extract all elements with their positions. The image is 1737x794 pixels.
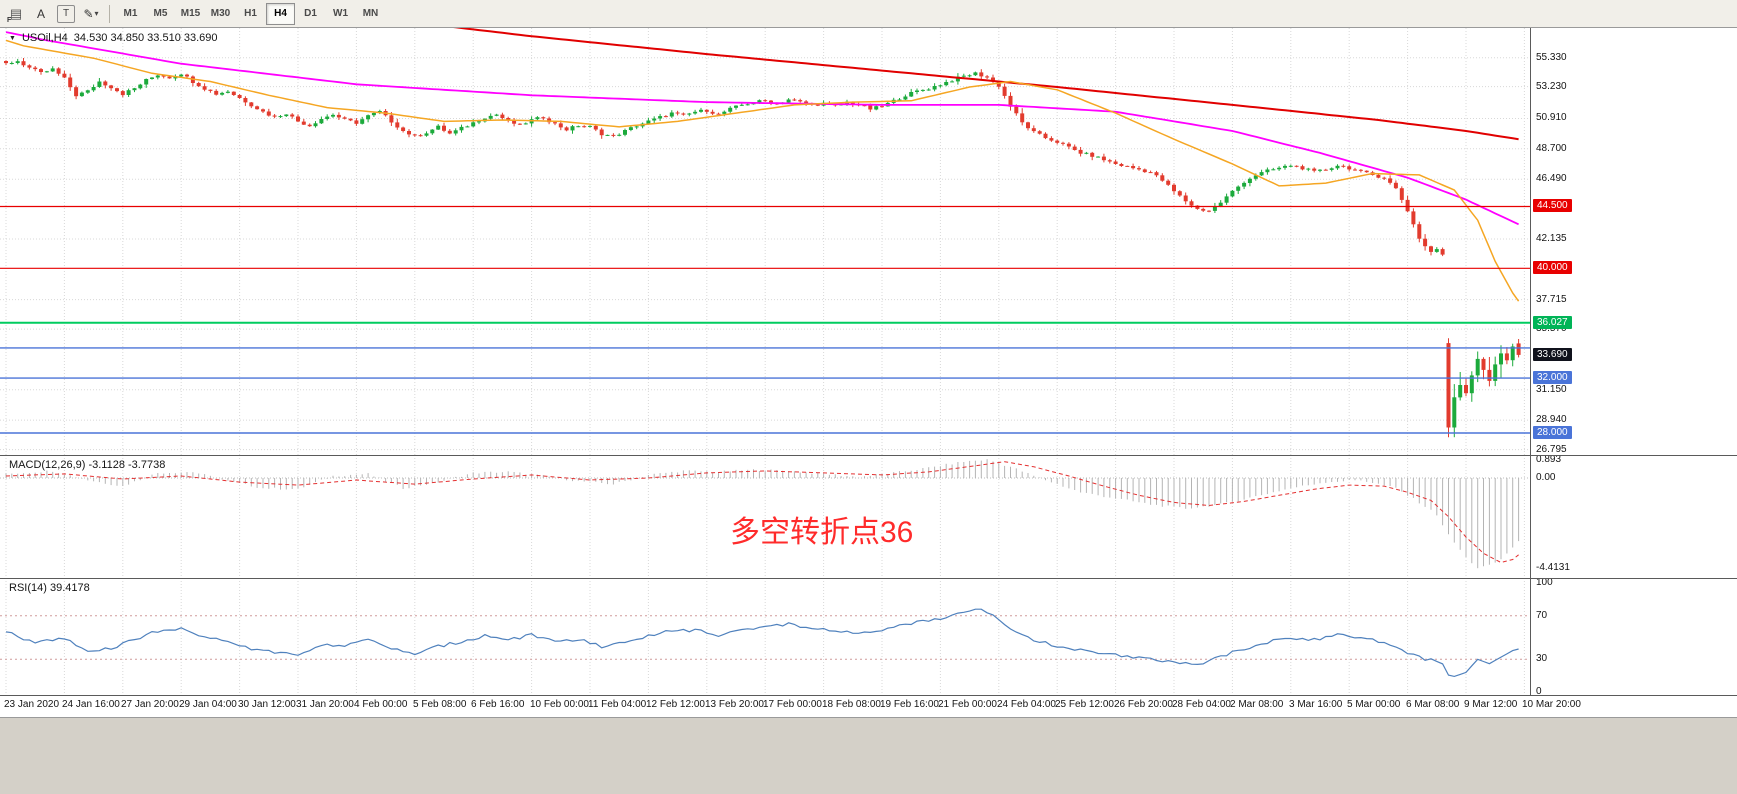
ohlc-values: 34.530 34.850 33.510 33.690	[73, 32, 218, 44]
macd-label: MACD(12,26,9) -3.1128 -3.7738	[9, 459, 166, 471]
time-axis-label: 10 Mar 20:00	[1522, 699, 1581, 710]
time-axis-label: 12 Feb 12:00	[646, 699, 705, 710]
text-label-tool-button[interactable]: T	[57, 4, 75, 23]
pane-splitter[interactable]	[0, 578, 1737, 579]
pencil-icon: ✎	[83, 6, 94, 21]
price-tick-label: 50.910	[1536, 112, 1567, 123]
price-chart-pane[interactable]: ▼ USOil,H4 34.530 34.850 33.510 33.690	[0, 28, 1530, 455]
timeframe-button-w1[interactable]: W1	[333, 8, 348, 19]
price-tick-label: 48.700	[1536, 143, 1567, 154]
price-tick-label: 31.150	[1536, 384, 1567, 395]
macd-scale-label: 0.893	[1536, 454, 1562, 465]
time-axis-label: 6 Mar 08:00	[1406, 699, 1460, 710]
timeframe-button-h4[interactable]: H4	[266, 2, 295, 25]
time-axis-label: 28 Feb 04:00	[1172, 699, 1231, 710]
timeframe-button-m15[interactable]: M15	[180, 8, 201, 19]
time-axis-label: 23 Jan 2020	[4, 699, 60, 710]
time-axis-label: 11 Feb 04:00	[588, 699, 647, 710]
time-axis-label: 2 Mar 08:00	[1230, 699, 1284, 710]
time-axis-label: 26 Feb 20:00	[1114, 699, 1173, 710]
timeframe-button-h1[interactable]: H1	[244, 8, 257, 19]
chart-annotation-text: 多空转折点36	[730, 516, 914, 549]
chart-window-icon[interactable]: ▤ F	[4, 2, 28, 25]
grid-icon-label: F	[7, 17, 12, 24]
time-axis-label: 6 Feb 16:00	[471, 699, 525, 710]
time-axis-label: 21 Feb 00:00	[938, 699, 997, 710]
price-chart-canvas[interactable]	[0, 28, 1530, 455]
macd-canvas[interactable]	[0, 455, 1530, 578]
rsi-scale-label: 30	[1536, 653, 1548, 664]
rsi-scale-label: 0	[1536, 686, 1542, 697]
price-tick-label: 37.715	[1536, 294, 1567, 305]
axis-separator	[0, 695, 1737, 696]
macd-pane[interactable]: MACD(12,26,9) -3.1128 -3.7738 多空转折点36	[0, 455, 1530, 578]
price-tick-label: 55.330	[1536, 52, 1567, 63]
price-line-badge: 32.000	[1533, 371, 1572, 384]
timeframe-group: M1 M5 M15 M30 H1 H4 D1 W1 MN	[116, 2, 385, 25]
time-axis-label: 24 Feb 04:00	[997, 699, 1056, 710]
price-line-badge: 40.000	[1533, 261, 1572, 274]
price-line-badge: 28.000	[1533, 426, 1572, 439]
time-axis[interactable]: 23 Jan 2020 24 Jan 16:00 27 Jan 20:00 29 Ja…	[0, 695, 1737, 717]
timeframe-button-m1[interactable]: M1	[123, 8, 138, 19]
time-axis-label: 31 Jan 20:00	[296, 699, 354, 710]
chart-area: ▼ USOil,H4 34.530 34.850 33.510 33.690 M…	[0, 28, 1737, 717]
price-scale[interactable]: 55.330 53.230 50.910 48.700 46.490 42.135 37.7…	[1530, 28, 1737, 697]
time-axis-label: 25 Feb 12:00	[1055, 699, 1114, 710]
time-axis-label: 30 Jan 12:00	[238, 699, 296, 710]
price-line-badge: 36.027	[1533, 316, 1572, 329]
time-axis-label: 3 Mar 16:00	[1289, 699, 1343, 710]
timeframe-button-mn[interactable]: MN	[362, 8, 379, 19]
price-tick-label: 26.795	[1536, 444, 1567, 455]
macd-scale-label: 0.00	[1536, 472, 1556, 483]
rsi-pane[interactable]: RSI(14) 39.4178	[0, 578, 1530, 695]
time-axis-label: 17 Feb 00:00	[763, 699, 822, 710]
price-tick-label: 42.135	[1536, 233, 1567, 244]
macd-scale-label: -4.4131	[1536, 562, 1570, 573]
time-axis-label: 9 Mar 12:00	[1464, 699, 1518, 710]
rsi-scale-label: 100	[1536, 577, 1553, 588]
status-area	[0, 717, 1737, 794]
drawing-tools-button[interactable]: ✎ ▾	[79, 2, 103, 25]
time-axis-label: 13 Feb 20:00	[705, 699, 764, 710]
timeframe-button-d1[interactable]: D1	[304, 8, 317, 19]
time-axis-label: 19 Feb 16:00	[880, 699, 939, 710]
current-price-badge: 33.690	[1533, 348, 1572, 361]
time-axis-label: 29 Jan 04:00	[179, 699, 237, 710]
toolbar: ▤ F A T ✎ ▾ M1 M5 M15 M30 H1 H4 D1 W1 MN	[0, 0, 1737, 28]
price-tick-label: 53.230	[1536, 81, 1567, 92]
pane-splitter[interactable]	[0, 455, 1737, 456]
time-axis-label: 4 Feb 00:00	[354, 699, 408, 710]
time-axis-label: 18 Feb 08:00	[822, 699, 881, 710]
timeframe-button-m5[interactable]: M5	[153, 8, 168, 19]
rsi-canvas[interactable]	[0, 578, 1530, 695]
time-axis-label: 5 Feb 08:00	[413, 699, 467, 710]
grid-icon: ▤	[9, 6, 23, 21]
dropdown-caret-icon: ▾	[94, 9, 99, 18]
collapse-arrow-icon[interactable]: ▼	[9, 34, 16, 42]
rsi-scale-label: 70	[1536, 610, 1548, 621]
price-tick-label: 28.940	[1536, 414, 1567, 425]
rsi-label: RSI(14) 39.4178	[9, 582, 90, 594]
time-axis-label: 24 Jan 16:00	[62, 699, 120, 710]
symbol-period-label: USOil,H4	[21, 32, 68, 44]
price-tick-label: 46.490	[1536, 173, 1567, 184]
timeframe-button-m30[interactable]: M30	[210, 8, 231, 19]
time-axis-label: 27 Jan 20:00	[121, 699, 179, 710]
chart-title: ▼ USOil,H4 34.530 34.850 33.510 33.690	[9, 32, 218, 44]
toolbar-separator	[109, 4, 110, 23]
price-line-badge: 44.500	[1533, 199, 1572, 212]
text-tool-button[interactable]: A	[36, 6, 45, 21]
time-axis-label: 5 Mar 00:00	[1347, 699, 1401, 710]
time-axis-label: 10 Feb 00:00	[530, 699, 589, 710]
